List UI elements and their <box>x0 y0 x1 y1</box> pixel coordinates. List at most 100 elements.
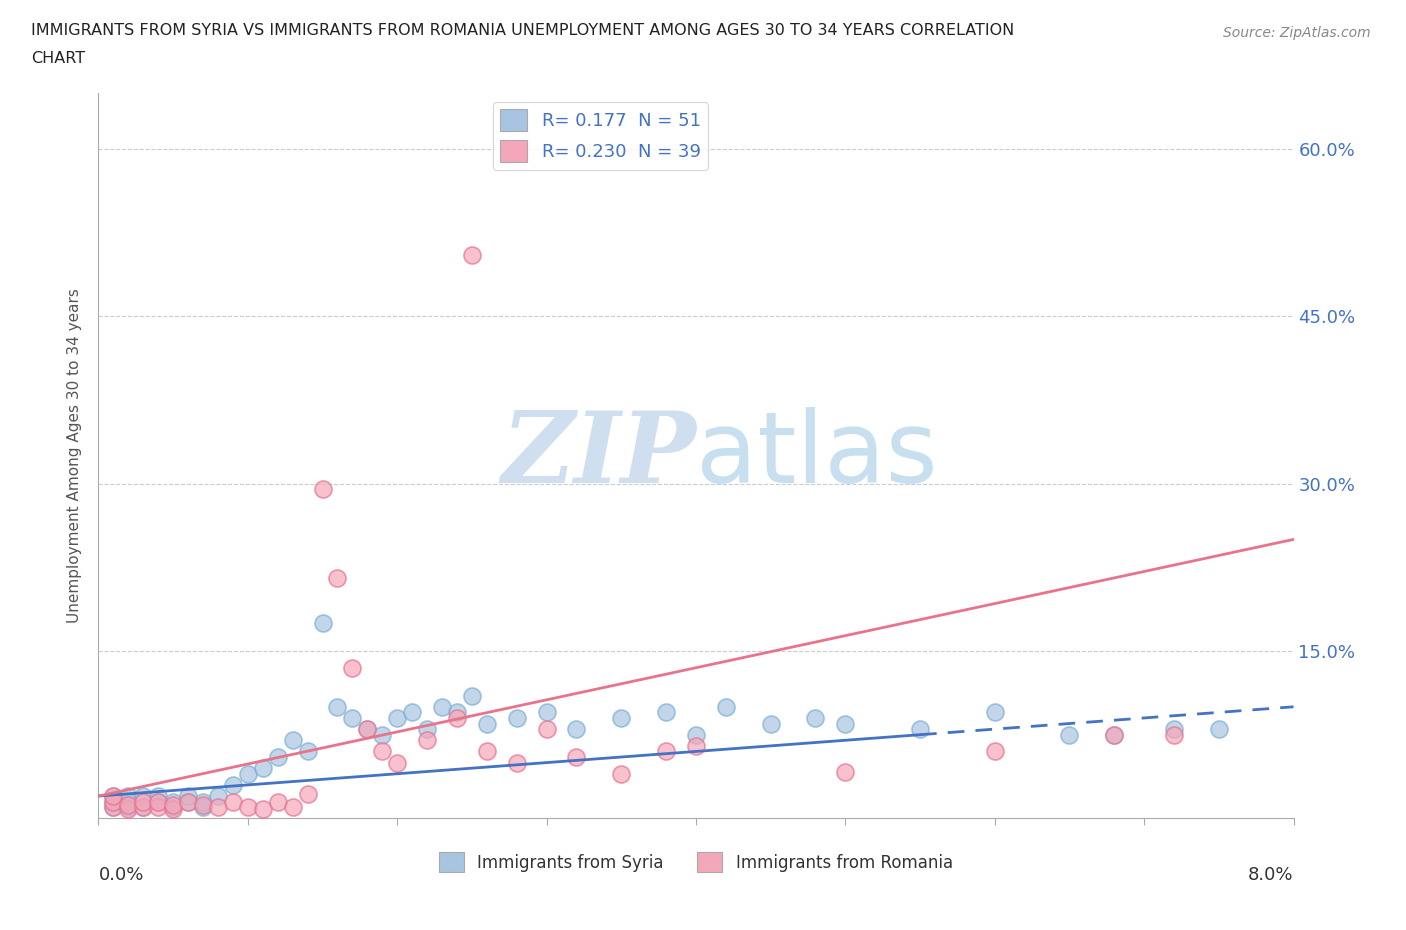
Point <box>148 789 170 804</box>
Point <box>610 766 633 781</box>
Point <box>536 705 558 720</box>
Point <box>103 800 125 815</box>
Point <box>177 794 200 809</box>
Point <box>475 744 498 759</box>
Point <box>714 699 737 714</box>
Point <box>1104 727 1126 742</box>
Point <box>565 722 588 737</box>
Point <box>281 733 304 748</box>
Point <box>148 794 170 809</box>
Point <box>461 688 484 703</box>
Point <box>416 733 439 748</box>
Point <box>371 727 394 742</box>
Point <box>416 722 439 737</box>
Point <box>655 744 678 759</box>
Point <box>610 711 633 725</box>
Point <box>356 722 378 737</box>
Point <box>117 802 139 817</box>
Point <box>804 711 827 725</box>
Point <box>222 794 245 809</box>
Point <box>342 711 364 725</box>
Point <box>132 800 155 815</box>
Text: 8.0%: 8.0% <box>1249 866 1294 884</box>
Point <box>103 800 125 815</box>
Y-axis label: Unemployment Among Ages 30 to 34 years: Unemployment Among Ages 30 to 34 years <box>67 288 83 623</box>
Point <box>162 800 184 815</box>
Text: ZIP: ZIP <box>501 407 696 504</box>
Point <box>132 794 155 809</box>
Point <box>281 800 304 815</box>
Point <box>252 802 274 817</box>
Point <box>103 794 125 809</box>
Point <box>311 616 333 631</box>
Point <box>103 789 125 804</box>
Point <box>267 794 290 809</box>
Point <box>103 789 125 804</box>
Point <box>401 705 423 720</box>
Point <box>685 738 707 753</box>
Point <box>236 766 259 781</box>
Point <box>446 711 468 725</box>
Point <box>103 794 125 809</box>
Point <box>1059 727 1081 742</box>
Point <box>356 722 378 737</box>
Point <box>475 716 498 731</box>
Point <box>446 705 468 720</box>
Point <box>984 744 1007 759</box>
Point <box>117 794 139 809</box>
Point <box>385 755 409 770</box>
Point <box>565 750 588 764</box>
Point <box>685 727 707 742</box>
Text: Source: ZipAtlas.com: Source: ZipAtlas.com <box>1223 26 1371 40</box>
Point <box>132 800 155 815</box>
Point <box>222 777 245 792</box>
Point <box>984 705 1007 720</box>
Point <box>267 750 290 764</box>
Point <box>385 711 409 725</box>
Point <box>177 789 200 804</box>
Point <box>191 794 214 809</box>
Point <box>162 802 184 817</box>
Point <box>191 800 214 815</box>
Point <box>311 482 333 497</box>
Point <box>834 716 856 731</box>
Point <box>148 794 170 809</box>
Point <box>1208 722 1230 737</box>
Point <box>908 722 931 737</box>
Point <box>297 787 319 802</box>
Point <box>506 711 529 725</box>
Point <box>117 800 139 815</box>
Point <box>1163 722 1185 737</box>
Point <box>1104 727 1126 742</box>
Point <box>177 794 200 809</box>
Text: CHART: CHART <box>31 51 84 66</box>
Point <box>162 794 184 809</box>
Point <box>1163 727 1185 742</box>
Point <box>326 699 349 714</box>
Point <box>759 716 782 731</box>
Point <box>342 660 364 675</box>
Point <box>297 744 319 759</box>
Text: IMMIGRANTS FROM SYRIA VS IMMIGRANTS FROM ROMANIA UNEMPLOYMENT AMONG AGES 30 TO 3: IMMIGRANTS FROM SYRIA VS IMMIGRANTS FROM… <box>31 23 1014 38</box>
Point <box>430 699 453 714</box>
Text: atlas: atlas <box>696 407 938 504</box>
Point <box>207 800 229 815</box>
Point <box>117 789 139 804</box>
Point <box>117 798 139 813</box>
Point <box>207 789 229 804</box>
Point <box>148 800 170 815</box>
Point <box>536 722 558 737</box>
Point <box>834 764 856 779</box>
Point <box>132 789 155 804</box>
Point <box>252 761 274 776</box>
Point <box>506 755 529 770</box>
Point <box>236 800 259 815</box>
Point <box>371 744 394 759</box>
Point <box>162 798 184 813</box>
Point <box>191 798 214 813</box>
Legend: Immigrants from Syria, Immigrants from Romania: Immigrants from Syria, Immigrants from R… <box>433 845 959 879</box>
Point <box>461 247 484 262</box>
Text: 0.0%: 0.0% <box>98 866 143 884</box>
Point <box>326 571 349 586</box>
Point <box>655 705 678 720</box>
